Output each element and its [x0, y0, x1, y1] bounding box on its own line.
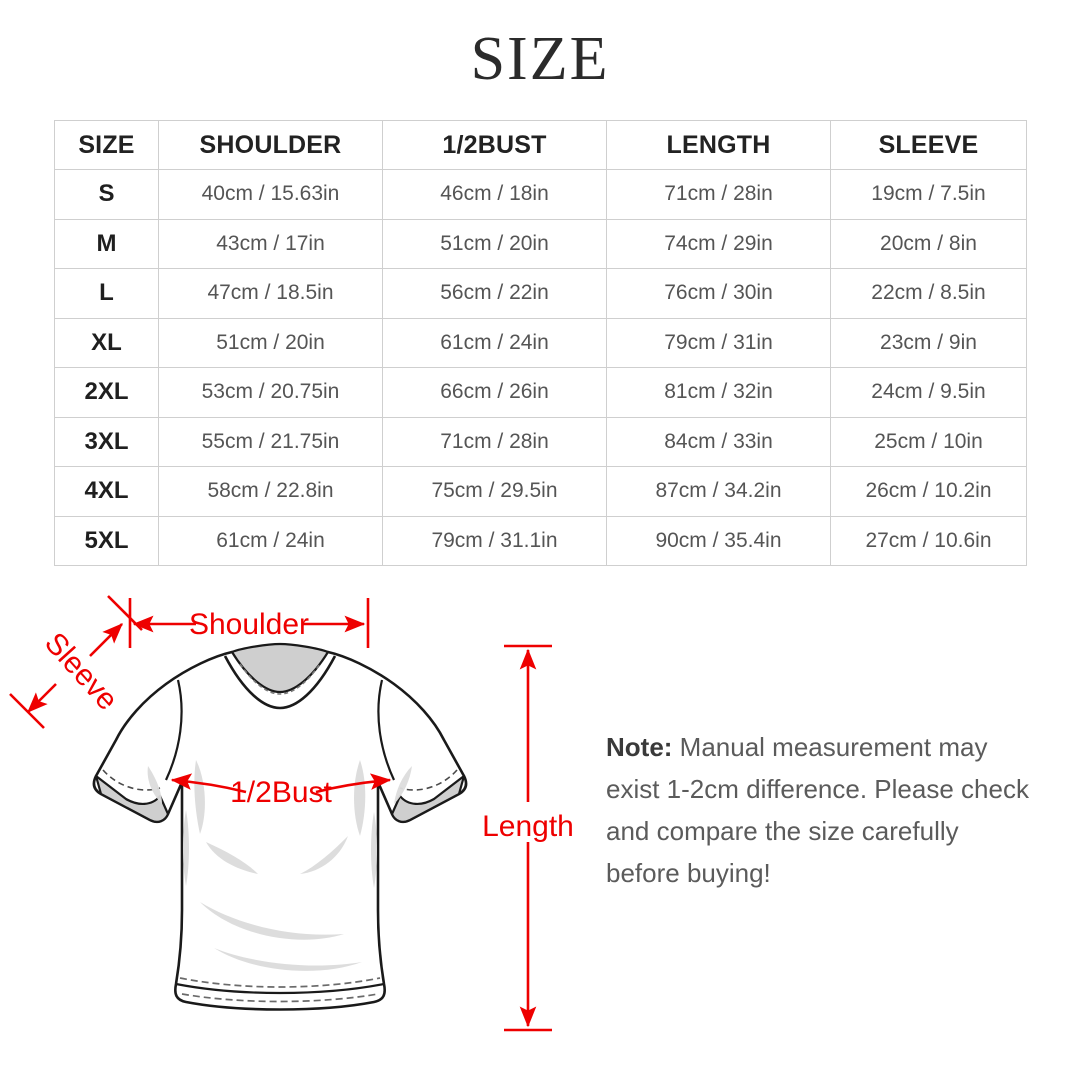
cell-bust: 79cm / 31.1in [382, 515, 607, 566]
sleeve-arrow-down [27, 683, 57, 713]
shoulder-measure [128, 598, 370, 648]
tshirt-cuff-right [390, 774, 466, 823]
cell-shoulder: 58cm / 22.8in [158, 466, 383, 517]
cell-length: 74cm / 29in [606, 218, 831, 269]
cell-sleeve: 20cm / 8in [830, 218, 1027, 269]
tshirt-collar-inner [230, 642, 330, 694]
tshirt-illustration [92, 642, 468, 1011]
column-header-length: LENGTH [606, 120, 831, 170]
cell-length: 81cm / 32in [606, 367, 831, 418]
cell-bust: 75cm / 29.5in [382, 466, 607, 517]
cell-shoulder: 55cm / 21.75in [158, 416, 383, 467]
cell-bust: 51cm / 20in [382, 218, 607, 269]
cell-sleeve: 26cm / 10.2in [830, 466, 1027, 517]
cell-length: 84cm / 33in [606, 416, 831, 467]
table-row: 3XL 55cm / 21.75in 71cm / 28in 84cm / 33… [54, 416, 1027, 467]
cell-size: M [54, 218, 159, 269]
bust-measure [170, 773, 392, 794]
cell-bust: 61cm / 24in [382, 317, 607, 368]
tshirt-cuff-left [94, 774, 170, 823]
cell-size: 4XL [54, 466, 159, 517]
shoulder-label: Shoulder [189, 608, 309, 641]
table-row: 2XL 53cm / 20.75in 66cm / 26in 81cm / 32… [54, 367, 1027, 418]
cell-sleeve: 23cm / 9in [830, 317, 1027, 368]
cell-size: L [54, 268, 159, 319]
column-header-sleeve: SLEEVE [830, 120, 1027, 170]
cell-shoulder: 51cm / 20in [158, 317, 383, 368]
cell-sleeve: 22cm / 8.5in [830, 268, 1027, 319]
tshirt-hem [175, 982, 385, 995]
cell-length: 76cm / 30in [606, 268, 831, 319]
tshirt-cuff-right-stitch [399, 769, 458, 791]
cell-length: 79cm / 31in [606, 317, 831, 368]
cell-length: 87cm / 34.2in [606, 466, 831, 517]
tshirt-seam-left [165, 679, 183, 781]
cell-bust: 66cm / 26in [382, 367, 607, 418]
cell-size: 3XL [54, 416, 159, 467]
measurement-note: Note: Manual measurement may exist 1-2cm… [606, 726, 1034, 894]
cell-bust: 71cm / 28in [382, 416, 607, 467]
column-header-size: SIZE [54, 120, 159, 170]
column-header-shoulder: SHOULDER [158, 120, 383, 170]
cell-size: XL [54, 317, 159, 368]
tshirt-fold-shading [147, 760, 412, 971]
cell-size: 5XL [54, 515, 159, 566]
tshirt-collar-stitch [239, 663, 321, 695]
tshirt-hem-stitch-upper [179, 977, 381, 988]
cell-shoulder: 61cm / 24in [158, 515, 383, 566]
table-row: S 40cm / 15.63in 46cm / 18in 71cm / 28in… [54, 169, 1027, 220]
size-table: SIZE SHOULDER 1/2BUST LENGTH SLEEVE S 40… [54, 120, 1027, 566]
sleeve-arrow-up [89, 623, 123, 657]
length-label: Length [482, 810, 574, 843]
cell-shoulder: 53cm / 20.75in [158, 367, 383, 418]
table-row: XL 51cm / 20in 61cm / 24in 79cm / 31in 2… [54, 317, 1027, 368]
tshirt-cuff-left-stitch [102, 769, 161, 791]
tshirt-seam-right [377, 679, 395, 781]
tshirt-body-outline [92, 650, 468, 1011]
cell-length: 90cm / 35.4in [606, 515, 831, 566]
bust-arrow-left [170, 773, 247, 794]
cell-sleeve: 25cm / 10in [830, 416, 1027, 467]
note-text: Manual measurement may exist 1-2cm diffe… [606, 732, 1029, 889]
cell-size: S [54, 169, 159, 220]
cell-shoulder: 47cm / 18.5in [158, 268, 383, 319]
note-label: Note: [606, 732, 673, 762]
tshirt-hem-stitch-lower [181, 993, 379, 1003]
cell-size: 2XL [54, 367, 159, 418]
cell-shoulder: 40cm / 15.63in [158, 169, 383, 220]
tshirt-collar-rib [223, 655, 337, 710]
bust-arrow-right [315, 773, 392, 794]
cell-bust: 46cm / 18in [382, 169, 607, 220]
sleeve-measure [9, 595, 143, 729]
column-header-bust: 1/2BUST [382, 120, 607, 170]
cell-length: 71cm / 28in [606, 169, 831, 220]
cell-sleeve: 19cm / 7.5in [830, 169, 1027, 220]
sleeve-cap-bottom [9, 693, 45, 729]
table-row: 5XL 61cm / 24in 79cm / 31.1in 90cm / 35.… [54, 515, 1027, 566]
bust-label: 1/2Bust [230, 776, 332, 809]
table-row: L 47cm / 18.5in 56cm / 22in 76cm / 30in … [54, 268, 1027, 319]
cell-shoulder: 43cm / 17in [158, 218, 383, 269]
tshirt-measurement-diagram: Shoulder Sleeve 1/2Bust Le [0, 580, 620, 1050]
length-measure [504, 644, 552, 1032]
cell-sleeve: 27cm / 10.6in [830, 515, 1027, 566]
cell-sleeve: 24cm / 9.5in [830, 367, 1027, 418]
table-row: M 43cm / 17in 51cm / 20in 74cm / 29in 20… [54, 218, 1027, 269]
sleeve-label: Sleeve [38, 627, 124, 717]
sleeve-cap-top [107, 595, 143, 631]
cell-bust: 56cm / 22in [382, 268, 607, 319]
page-title: SIZE [470, 25, 610, 93]
table-row: 4XL 58cm / 22.8in 75cm / 29.5in 87cm / 3… [54, 466, 1027, 517]
table-header-row: SIZE SHOULDER 1/2BUST LENGTH SLEEVE [54, 120, 1027, 170]
